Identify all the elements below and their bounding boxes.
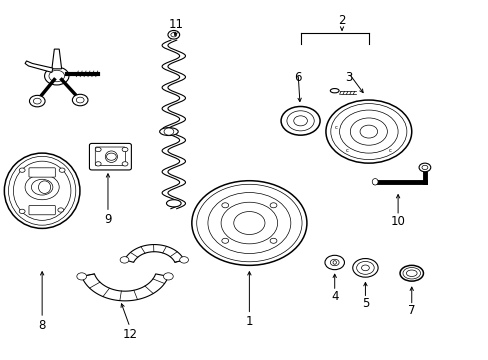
Text: 6: 6	[294, 71, 301, 84]
Circle shape	[72, 94, 88, 106]
Circle shape	[95, 147, 101, 152]
Circle shape	[106, 153, 116, 160]
Circle shape	[325, 100, 411, 163]
Text: 7: 7	[407, 305, 415, 318]
Circle shape	[339, 110, 397, 153]
Circle shape	[179, 257, 188, 263]
Circle shape	[281, 107, 320, 135]
Text: c: c	[346, 148, 348, 153]
Ellipse shape	[330, 89, 338, 93]
Ellipse shape	[399, 265, 423, 281]
Polygon shape	[124, 244, 183, 262]
Text: 9: 9	[104, 213, 111, 226]
Circle shape	[196, 184, 302, 262]
Circle shape	[418, 163, 430, 172]
Circle shape	[349, 118, 386, 145]
Text: 5: 5	[361, 297, 368, 310]
Ellipse shape	[8, 156, 76, 225]
Text: 2: 2	[338, 14, 345, 27]
Circle shape	[356, 261, 373, 274]
FancyBboxPatch shape	[95, 147, 125, 166]
FancyBboxPatch shape	[29, 206, 55, 215]
Circle shape	[122, 147, 128, 152]
Circle shape	[361, 265, 368, 271]
Circle shape	[163, 273, 173, 280]
Circle shape	[163, 128, 173, 135]
Circle shape	[59, 168, 65, 172]
Ellipse shape	[105, 151, 117, 162]
Text: c: c	[388, 148, 391, 153]
Circle shape	[167, 31, 179, 39]
Circle shape	[95, 162, 101, 166]
Circle shape	[29, 95, 45, 107]
Text: 10: 10	[390, 215, 405, 228]
Text: 8: 8	[39, 319, 46, 332]
Polygon shape	[81, 274, 168, 301]
Ellipse shape	[371, 179, 377, 185]
Circle shape	[170, 33, 176, 37]
Ellipse shape	[13, 161, 71, 220]
Ellipse shape	[39, 181, 51, 193]
Ellipse shape	[402, 267, 420, 279]
Circle shape	[33, 98, 41, 104]
Circle shape	[421, 165, 427, 170]
Text: 3: 3	[345, 71, 352, 84]
Text: 12: 12	[122, 328, 137, 341]
Circle shape	[233, 212, 264, 234]
Text: 11: 11	[168, 18, 183, 31]
FancyBboxPatch shape	[89, 143, 131, 170]
Circle shape	[359, 125, 377, 138]
Circle shape	[44, 67, 69, 85]
FancyBboxPatch shape	[29, 168, 55, 177]
Circle shape	[120, 257, 129, 263]
Circle shape	[222, 238, 228, 243]
Circle shape	[293, 116, 307, 126]
Circle shape	[330, 259, 338, 266]
Circle shape	[31, 179, 53, 195]
Circle shape	[58, 208, 63, 212]
Text: 4: 4	[330, 290, 338, 303]
Ellipse shape	[406, 270, 416, 276]
Circle shape	[330, 104, 406, 159]
Ellipse shape	[166, 200, 181, 207]
Circle shape	[19, 209, 25, 213]
Circle shape	[49, 70, 64, 82]
Circle shape	[76, 97, 84, 103]
Circle shape	[269, 238, 276, 243]
Circle shape	[191, 181, 306, 265]
Circle shape	[352, 258, 377, 277]
Polygon shape	[25, 61, 53, 72]
Circle shape	[25, 175, 59, 200]
Circle shape	[286, 111, 314, 131]
Circle shape	[207, 193, 290, 253]
Circle shape	[77, 273, 86, 280]
Polygon shape	[52, 49, 61, 69]
Circle shape	[122, 162, 128, 166]
Circle shape	[325, 255, 344, 270]
Ellipse shape	[159, 128, 178, 135]
Text: 1: 1	[245, 315, 253, 328]
Circle shape	[19, 168, 25, 172]
Text: c: c	[334, 125, 337, 130]
Ellipse shape	[332, 261, 336, 264]
Circle shape	[269, 203, 276, 208]
Ellipse shape	[4, 153, 80, 228]
Circle shape	[222, 203, 228, 208]
Circle shape	[221, 202, 277, 244]
